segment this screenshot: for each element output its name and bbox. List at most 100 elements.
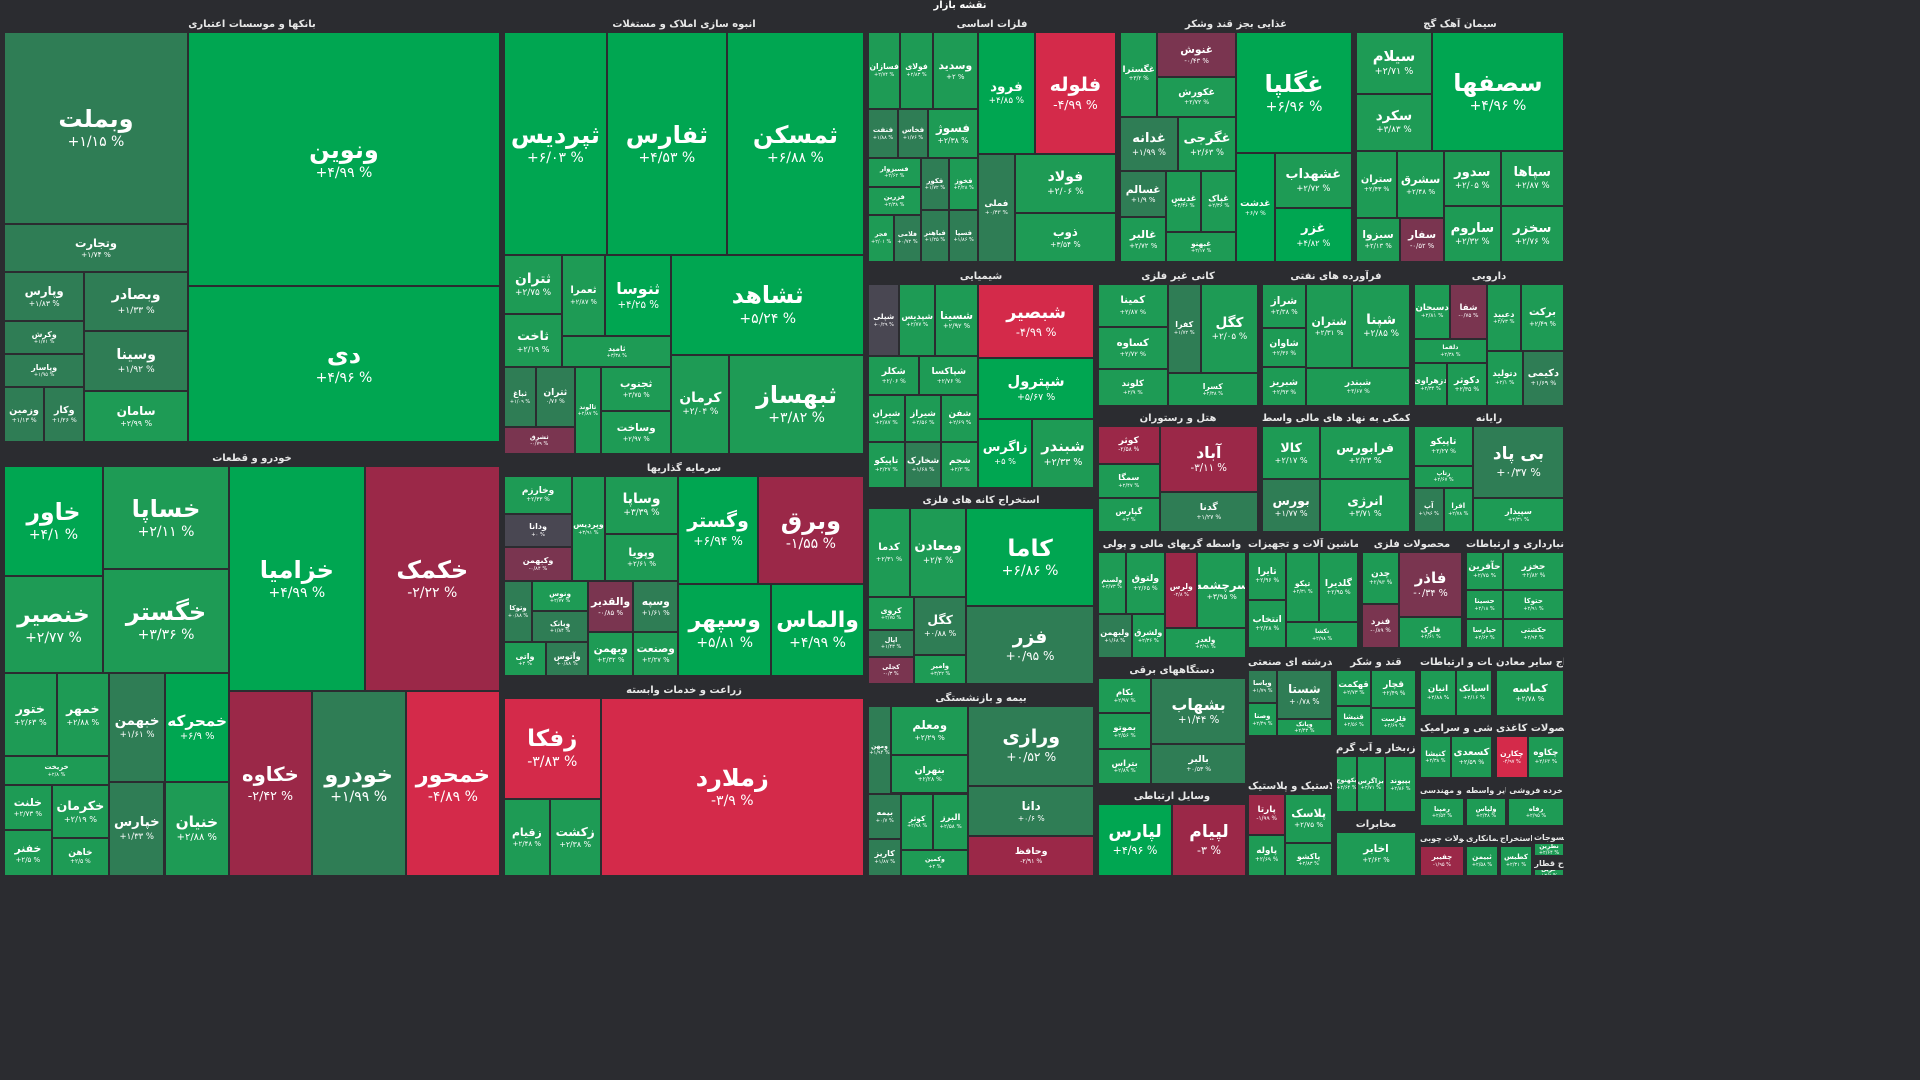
- stock-tile[interactable]: کوثر -۲/۵۸ %: [1098, 426, 1160, 465]
- stock-tile[interactable]: زملارد -۳/۹ %: [600, 698, 864, 876]
- stock-tile[interactable]: چفیبر -۱/۹۵ %: [1420, 846, 1464, 876]
- stock-tile[interactable]: خاور +۴/۱ %: [4, 466, 103, 577]
- stock-tile[interactable]: حکشتی +۲/۹۴ %: [1502, 618, 1564, 648]
- stock-tile[interactable]: زفکا -۳/۸۳ %: [504, 698, 601, 800]
- stock-tile[interactable]: ثنوسا +۴/۲۵ %: [604, 255, 672, 336]
- stock-tile[interactable]: دزهراوی +۲/۳۴ %: [1414, 362, 1448, 406]
- stock-tile[interactable]: غدیس +۳/۳۶ %: [1166, 171, 1202, 232]
- stock-tile[interactable]: ثبیمن +۲/۵۸ %: [1466, 846, 1498, 876]
- stock-tile[interactable]: غنوش -۰/۴۳ %: [1157, 32, 1236, 77]
- stock-tile[interactable]: کطبس +۲/۳۱ %: [1500, 846, 1532, 876]
- stock-tile[interactable]: بورس +۱/۷۷ %: [1262, 479, 1321, 532]
- stock-tile[interactable]: ثمسکن +۶/۸۸ %: [726, 32, 864, 256]
- stock-tile[interactable]: بنهران +۲/۲۸ %: [890, 754, 969, 794]
- stock-tile[interactable]: وصنا +۲/۴۹ %: [1248, 703, 1277, 736]
- stock-tile[interactable]: حسینا +۲/۱۸ %: [1466, 590, 1503, 620]
- stock-tile[interactable]: خنیان +۲/۸۸ %: [164, 781, 230, 876]
- stock-tile[interactable]: سپاها +۲/۸۷ %: [1500, 150, 1564, 207]
- stock-tile[interactable]: رتاپ +۲/۶۷ %: [1414, 465, 1474, 488]
- stock-tile[interactable]: وساپا +۳/۳۹ %: [604, 476, 679, 535]
- stock-tile[interactable]: اسپانک +۲/۱۶ %: [1456, 670, 1492, 716]
- stock-tile[interactable]: فخاس +۱/۷۶ %: [897, 108, 928, 159]
- stock-tile[interactable]: وپاسا +۱/۷۹ %: [1248, 670, 1277, 703]
- stock-tile[interactable]: انیان +۲/۸۸ %: [1420, 670, 1456, 716]
- stock-tile[interactable]: گلدیرا +۲/۹۵ %: [1318, 552, 1358, 623]
- stock-tile[interactable]: وبانک +۱/۸۴ %: [532, 611, 589, 643]
- stock-tile[interactable]: قهکمت +۲/۷۳ %: [1336, 670, 1372, 706]
- stock-tile[interactable]: آپ +۱/۹۶ %: [1414, 487, 1444, 532]
- stock-tile[interactable]: برکت +۲/۴۹ %: [1521, 284, 1564, 351]
- stock-tile[interactable]: تاپیکو +۲/۲۷ %: [1414, 426, 1474, 466]
- stock-tile[interactable]: نطرین +۲/۶۴ %: [1534, 843, 1564, 856]
- stock-tile[interactable]: فنرد -۰/۸۹ %: [1362, 603, 1400, 648]
- stock-tile[interactable]: حپارسا +۲/۶۲ %: [1466, 619, 1503, 648]
- stock-tile[interactable]: ثعمرا +۲/۸۷ %: [562, 255, 605, 336]
- stock-tile[interactable]: کگل +۲/۰۵ %: [1200, 284, 1258, 374]
- stock-tile[interactable]: ختور +۲/۶۳ %: [4, 672, 57, 756]
- stock-tile[interactable]: وپردیس +۳/۹۱ %: [572, 476, 605, 581]
- stock-tile[interactable]: ثجنوب +۳/۷۵ %: [600, 367, 672, 411]
- stock-tile[interactable]: فرود +۴/۸۵ %: [977, 32, 1035, 155]
- stock-tile[interactable]: شتران +۲/۳۱ %: [1306, 284, 1353, 369]
- stock-tile[interactable]: وگستر +۶/۹۴ %: [678, 476, 758, 584]
- stock-tile[interactable]: سبزوا +۲/۱۳ %: [1356, 217, 1401, 262]
- stock-tile[interactable]: وکمین +۲ %: [901, 849, 969, 876]
- stock-tile[interactable]: فاذر -۰/۳۴ %: [1399, 552, 1462, 618]
- stock-tile[interactable]: خفنر +۲/۵ %: [4, 830, 52, 876]
- stock-tile[interactable]: وامیر +۳/۲۲ %: [914, 655, 967, 684]
- stock-tile[interactable]: وبهمن +۲/۳۲ %: [588, 631, 634, 676]
- stock-tile[interactable]: شفن +۲/۶۹ %: [941, 395, 979, 442]
- stock-tile[interactable]: غالبر +۲/۷۲ %: [1120, 216, 1167, 262]
- stock-tile[interactable]: فرابورس +۲/۲۳ %: [1320, 426, 1410, 479]
- stock-tile[interactable]: حآفرین +۲/۷۵ %: [1466, 552, 1503, 591]
- stock-tile[interactable]: کوثر +۲/۹۸ %: [901, 793, 933, 850]
- stock-tile[interactable]: فلوله -۴/۹۹ %: [1034, 32, 1116, 155]
- stock-tile[interactable]: بیمه +۰/۷ %: [868, 793, 902, 839]
- stock-tile[interactable]: وسپه +۱/۶۱ %: [633, 580, 679, 632]
- stock-tile[interactable]: کساوه +۲/۷۲ %: [1098, 326, 1168, 370]
- stock-tile[interactable]: خبهمن +۱/۶۱ %: [109, 672, 166, 782]
- stock-tile[interactable]: کروی +۲/۷۵ %: [868, 597, 915, 630]
- stock-tile[interactable]: قچار +۲/۴۹ %: [1371, 670, 1416, 708]
- stock-tile[interactable]: خپارس +۱/۳۳ %: [109, 781, 165, 876]
- stock-tile[interactable]: فخوز +۲/۲۸ %: [949, 158, 978, 211]
- stock-tile[interactable]: زاگرس +۵ %: [978, 419, 1032, 488]
- stock-tile[interactable]: کماسه +۲/۷۸ %: [1496, 670, 1564, 716]
- stock-tile[interactable]: کسعدی +۲/۵۹ %: [1450, 736, 1492, 778]
- stock-tile[interactable]: سفار -۰/۵۲ %: [1400, 217, 1445, 262]
- stock-tile[interactable]: خزامیا +۴/۹۹ %: [229, 466, 365, 692]
- stock-tile[interactable]: شبریز +۲/۹۳ %: [1262, 367, 1306, 406]
- stock-tile[interactable]: وحافظ -۲/۹۱ %: [968, 836, 1094, 876]
- stock-tile[interactable]: ولبهمن +۱/۶۸ %: [1098, 614, 1132, 658]
- stock-tile[interactable]: واتی +۲ %: [504, 642, 547, 676]
- stock-tile[interactable]: کسرا +۲/۳۸ %: [1167, 373, 1258, 406]
- stock-tile[interactable]: بکهنوج +۲/۶۴ %: [1336, 756, 1357, 812]
- stock-tile[interactable]: دکوثر +۲/۳۵ %: [1447, 362, 1487, 406]
- stock-tile[interactable]: سامان +۲/۹۹ %: [84, 390, 188, 442]
- stock-tile[interactable]: ثشرق -۰/۷۹ %: [504, 426, 575, 454]
- stock-tile[interactable]: سصفها +۴/۹۶ %: [1431, 32, 1564, 151]
- stock-tile[interactable]: خنصیر +۲/۷۷ %: [4, 576, 103, 673]
- stock-tile[interactable]: بشهاب +۱/۴۴ %: [1151, 678, 1246, 745]
- stock-tile[interactable]: خکاوه -۲/۴۲ %: [229, 691, 312, 876]
- stock-tile[interactable]: دعبید +۲/۷۳ %: [1486, 284, 1522, 351]
- stock-tile[interactable]: دلقما +۲/۳۸ %: [1414, 339, 1487, 363]
- stock-tile[interactable]: خلنت +۲/۷۳ %: [4, 784, 52, 831]
- stock-tile[interactable]: فولاد +۲/۰۶ %: [1014, 154, 1116, 213]
- stock-tile[interactable]: خمحور -۴/۸۹ %: [405, 691, 500, 876]
- stock-tile[interactable]: بزاگرس +۲/۷۱ %: [1356, 756, 1385, 812]
- stock-tile[interactable]: فسپا +۱/۸۶ %: [949, 210, 978, 262]
- stock-tile[interactable]: ورازی +۰/۵۲ %: [968, 706, 1094, 786]
- stock-tile[interactable]: شسینا +۲/۹۲ %: [934, 284, 979, 357]
- stock-tile[interactable]: شبصیر -۴/۹۹ %: [978, 284, 1094, 358]
- stock-tile[interactable]: شپلی +۰/۲۹ %: [868, 284, 900, 357]
- stock-tile[interactable]: ودانا +۰ %: [504, 513, 573, 548]
- stock-tile[interactable]: ولرس -۲/۸ %: [1165, 552, 1198, 628]
- stock-tile[interactable]: خودرو +۱/۹۹ %: [311, 691, 406, 876]
- stock-tile[interactable]: کجلی -۰/۳ %: [868, 656, 915, 684]
- stock-tile[interactable]: کنیشا +۲/۳۸ %: [1420, 736, 1451, 778]
- stock-tile[interactable]: تایرا +۲/۹۶ %: [1248, 552, 1287, 600]
- stock-tile[interactable]: شپترول +۵/۶۷ %: [978, 357, 1094, 420]
- stock-tile[interactable]: بموتو +۲/۵۶ %: [1098, 713, 1152, 749]
- stock-tile[interactable]: لپارس +۴/۹۶ %: [1098, 804, 1172, 876]
